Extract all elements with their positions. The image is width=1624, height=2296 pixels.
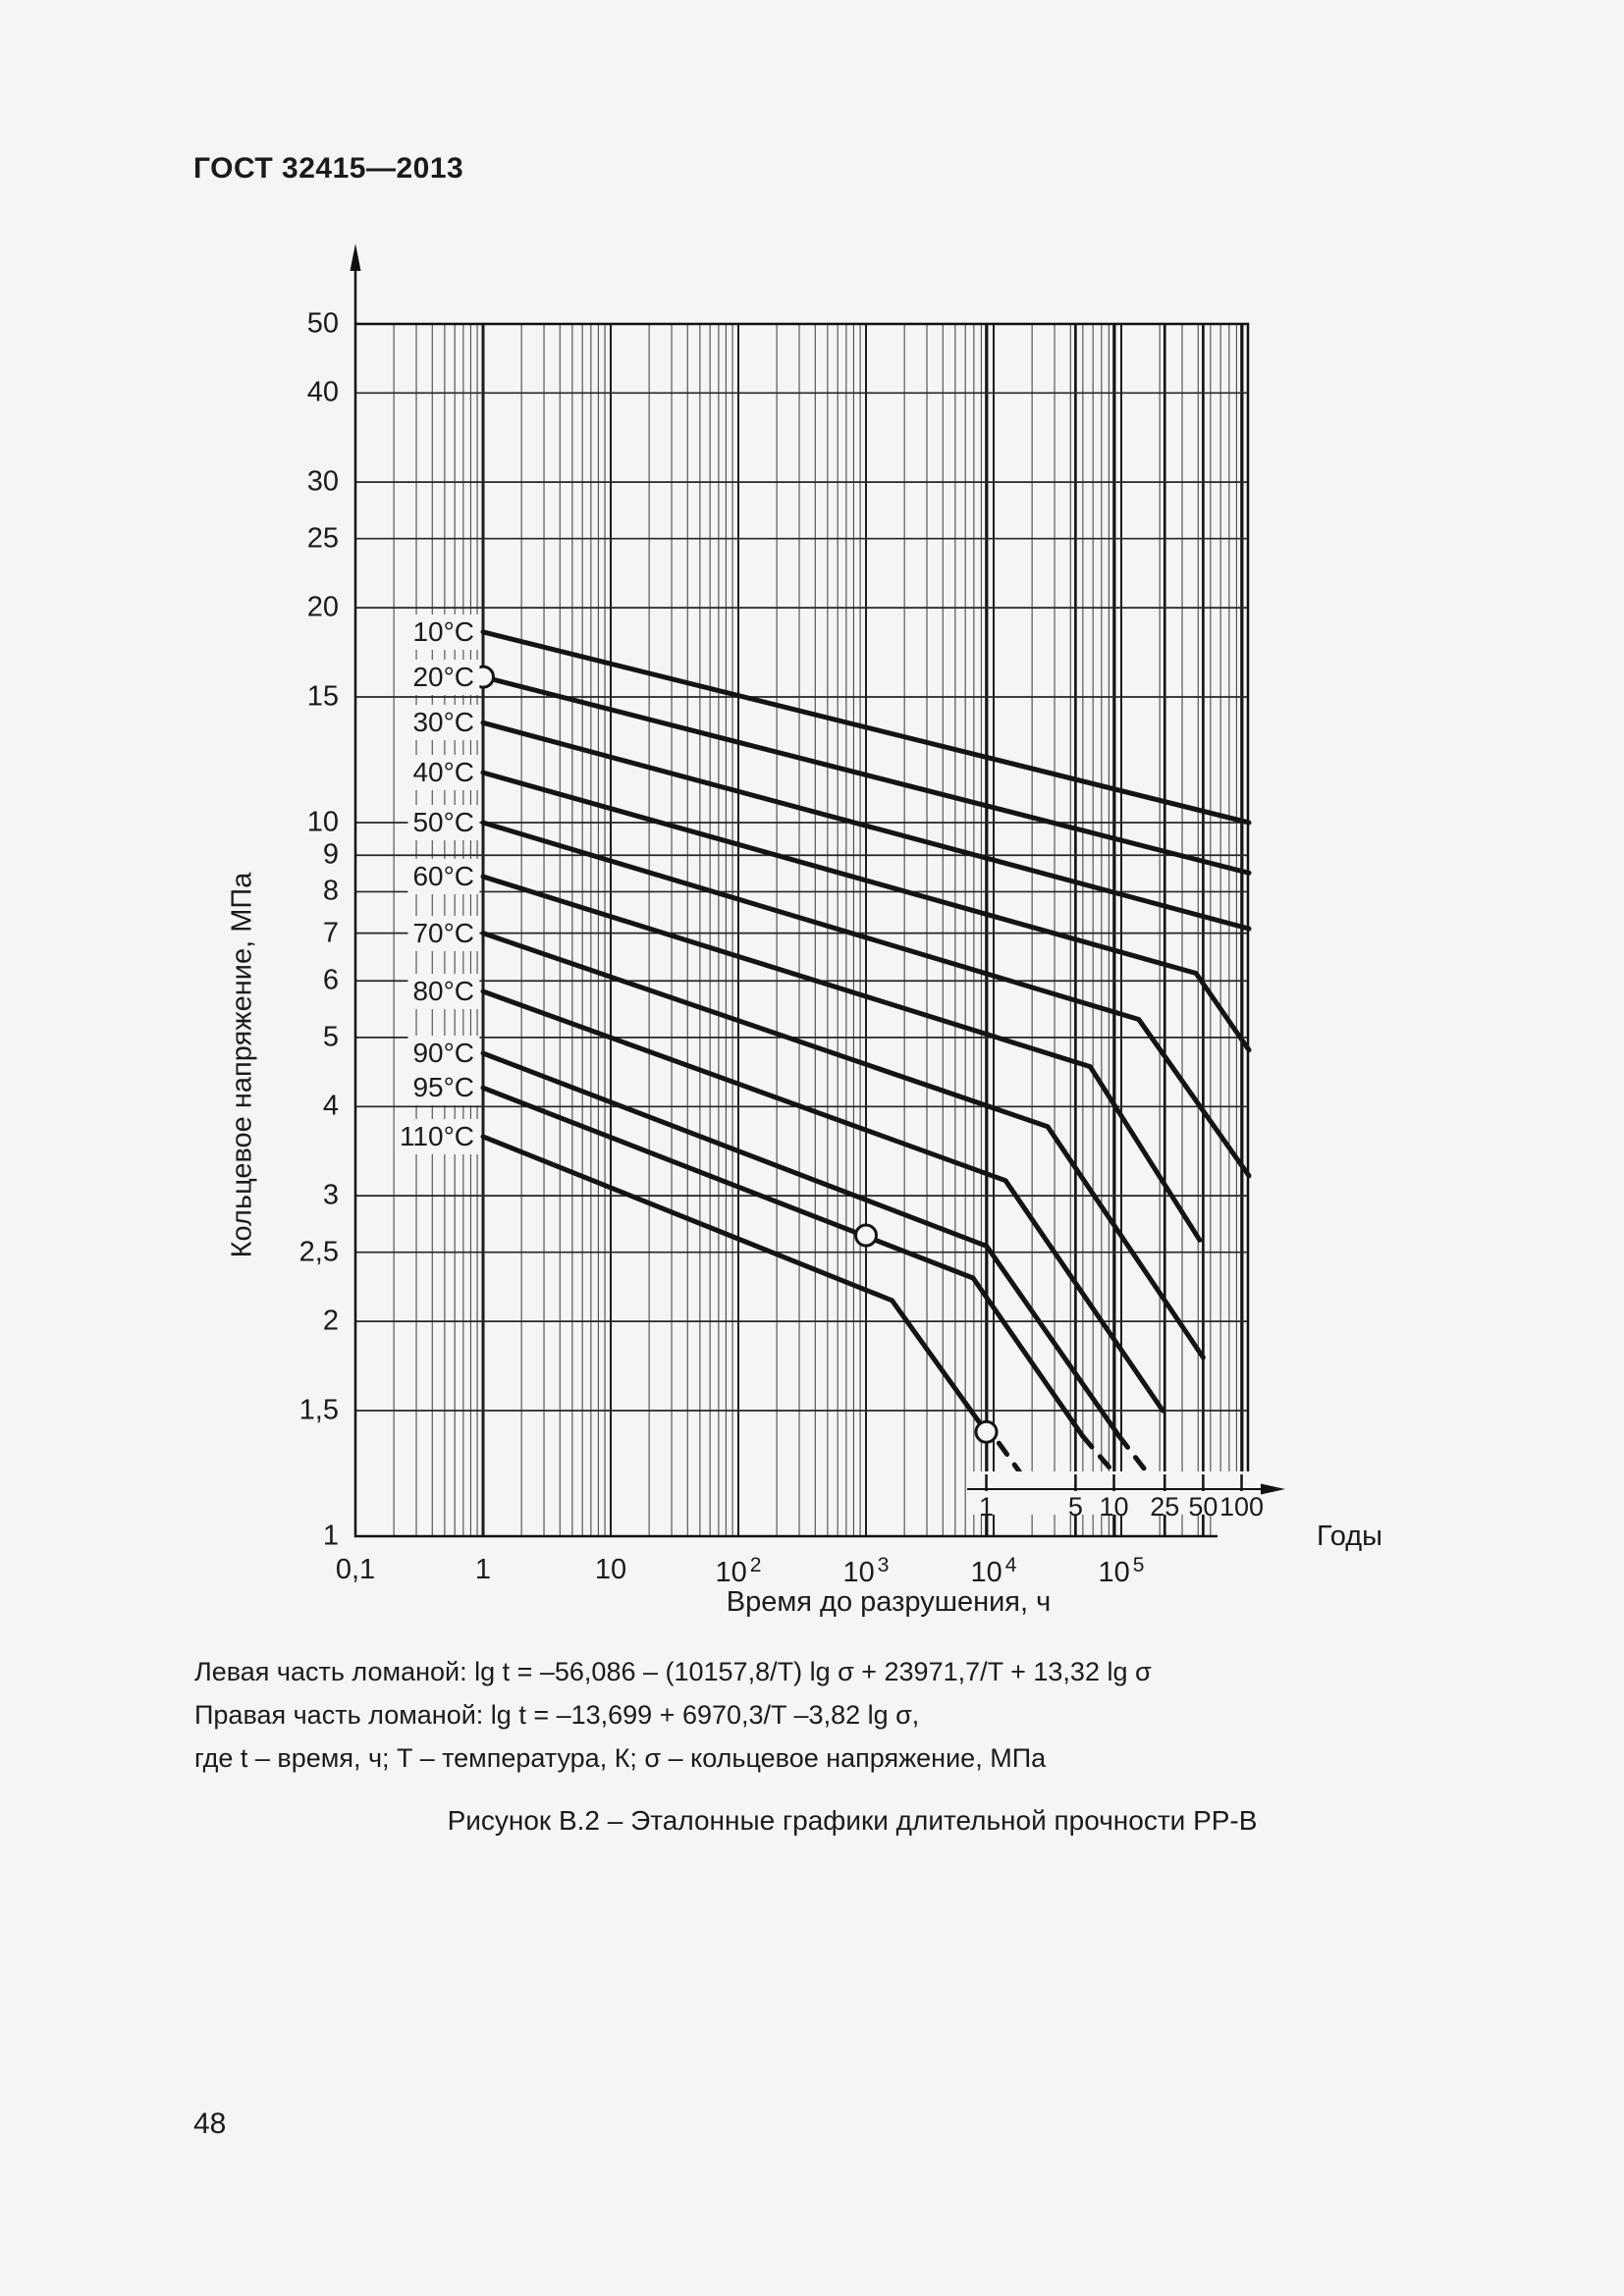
years-axis-title: Годы [1317,1521,1383,1552]
y-tick-label-8: 8 [322,875,339,907]
years-tick-label-100: 100 [1218,1492,1265,1522]
curve-20C [480,674,1252,876]
x-tick-label-10e3: 10 3 [843,1554,890,1589]
curve-30C [480,720,1252,932]
y-tick-label-25: 25 [306,522,339,555]
y-tick-label-7: 7 [322,917,339,949]
y-axis-title: Кольцевое напряжение, МПа [226,872,258,1258]
curve-label-50C: 50°C [407,805,479,840]
y-tick-label-2,5: 2,5 [298,1236,339,1268]
years-tick-label-10: 10 [1099,1492,1129,1522]
reference-point-circle [974,1419,999,1444]
x-tick-base: 10 [715,1557,747,1588]
y-tick-label-30: 30 [306,465,339,498]
formula-left-branch: Левая часть ломаной: lg t = –56,086 – (1… [194,1657,1152,1686]
curve-label-40C: 40°C [407,755,479,791]
y-tick-label-40: 40 [306,376,339,408]
document-header: ГОСТ 32415—2013 [193,152,464,185]
y-tick-label-3: 3 [322,1179,339,1211]
page-number: 48 [193,2108,227,2140]
y-tick-label-2: 2 [322,1305,339,1337]
years-tick-label-25: 25 [1150,1492,1180,1522]
y-tick-label-4: 4 [322,1090,339,1122]
curve-95C [480,1085,1086,1439]
curve-dashed-110C [996,1440,1022,1475]
curve-label-95C: 95°C [407,1070,479,1106]
y-tick-label-6: 6 [322,964,339,996]
reference-point-circle [854,1223,878,1248]
x-tick-exponent: 5 [1132,1554,1145,1576]
y-tick-label-5: 5 [322,1021,339,1053]
curve-label-20C: 20°C [407,659,479,695]
curve-50C [480,820,1252,1179]
curve-90C [480,1050,1122,1439]
y-tick-label-1: 1 [322,1520,339,1552]
y-tick-label-9: 9 [322,838,339,871]
years-tick-label-50: 50 [1188,1492,1218,1522]
x-axis-title: Время до разрушения, ч [726,1586,1052,1618]
years-tick-label-1: 1 [979,1492,995,1522]
curve-label-110C: 110°C [394,1118,479,1154]
curve-110C [480,1134,989,1435]
x-tick-base: 10 [970,1557,1002,1588]
x-tick-label-10e4: 10 4 [971,1554,1017,1589]
x-tick-label-10e2: 10 2 [716,1554,762,1589]
curve-dashed-95C [1080,1433,1115,1473]
x-tick-label-1: 1 [474,1554,492,1585]
x-tick-label-0,1: 0,1 [335,1554,376,1585]
curve-label-10C: 10°C [407,614,479,650]
y-axis-arrow-icon [350,243,361,271]
curve-label-80C: 80°C [407,973,479,1009]
y-tick-label-15: 15 [306,680,339,713]
formula-right-branch: Правая часть ломаной: lg t = –13,699 + 6… [194,1700,920,1730]
y-tick-label-20: 20 [306,591,339,623]
x-tick-base: 10 [1098,1557,1130,1588]
curve-label-60C: 60°C [407,859,479,895]
x-tick-label-10: 10 [594,1554,627,1585]
figure-caption: Рисунок В.2 – Эталонные графики длительн… [447,1805,1258,1836]
y-tick-label-10: 10 [306,806,339,838]
x-tick-label-10e5: 10 5 [1099,1554,1145,1589]
curve-60C [480,874,1203,1243]
years-scale-mask-right [1218,1515,1296,1540]
x-tick-exponent: 4 [1004,1554,1017,1576]
curve-70C [480,931,1206,1361]
curve-40C [480,770,1252,1053]
x-tick-exponent: 3 [877,1554,890,1576]
curve-10C [480,629,1252,826]
years-axis-arrow-icon [1261,1483,1285,1495]
x-tick-exponent: 2 [749,1554,762,1576]
curve-label-90C: 90°C [407,1036,479,1072]
curve-dashed-90C [1116,1433,1148,1472]
y-tick-label-1,5: 1,5 [298,1394,339,1426]
formula-legend: где t – время, ч; T – температура, К; σ … [194,1743,1047,1773]
curve-label-30C: 30°C [407,705,479,741]
curve-label-70C: 70°C [407,915,479,951]
years-scale-mask [966,1471,1288,1515]
x-tick-base: 10 [842,1557,875,1588]
years-tick-label-5: 5 [1067,1492,1083,1522]
y-tick-label-50: 50 [306,307,339,340]
curve-80C [480,988,1165,1414]
